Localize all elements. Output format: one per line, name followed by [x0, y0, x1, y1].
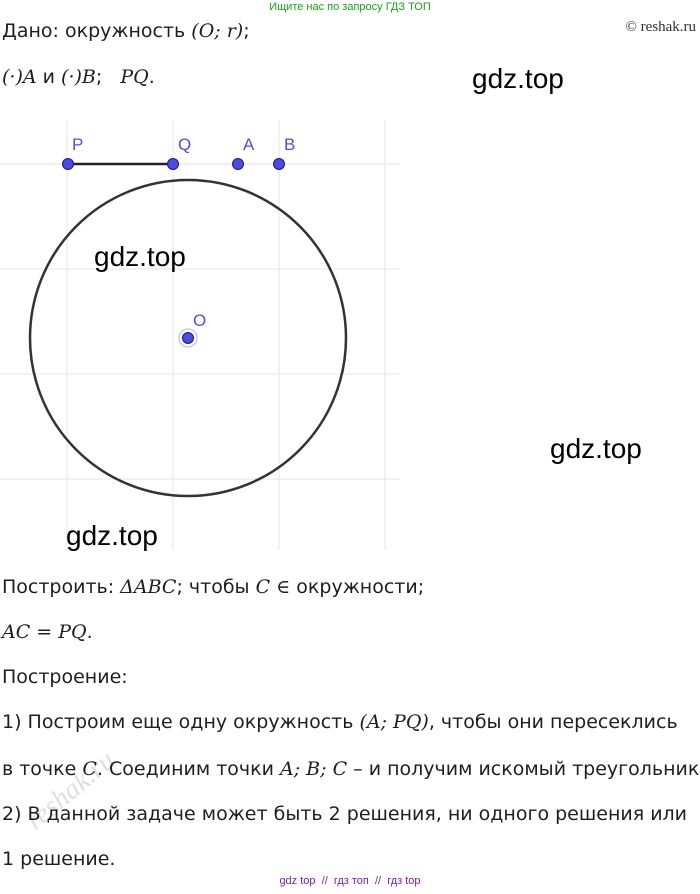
construction-step-2: 2) В данной задаче может быть 2 решения,… [2, 803, 688, 825]
given-and: и [36, 66, 62, 88]
given-line-2: (·)A и (·)B; PQ. [2, 66, 155, 88]
construction-step-1: 1) Построим еще одну окружность (A; PQ),… [2, 711, 678, 733]
point-b [273, 158, 285, 170]
point-o [182, 332, 194, 344]
top-banner[interactable]: Ищите нас по запросу ГДЗ ТОП [269, 1, 431, 13]
step-1-cont-end: – и получим искомый треугольник. [347, 758, 700, 780]
given-circle-math: (O; r) [191, 20, 244, 42]
given-segment-pq: PQ [120, 66, 149, 88]
construction-heading: Построение: [2, 666, 128, 688]
watermark: gdz.top [66, 520, 158, 551]
task-build-end: окружности; [290, 576, 425, 598]
given-point-a: (·)A [2, 66, 37, 88]
step-1-cont-math: C [82, 758, 97, 780]
label-b: B [284, 135, 295, 154]
watermark: gdz.top [94, 241, 186, 272]
task-condition: AC = PQ. [2, 621, 93, 643]
given-line-1: Дано: окружность (O; r); [2, 20, 250, 42]
geometry-figure: P Q A B O [0, 120, 400, 550]
grid [0, 120, 400, 550]
watermark: gdz.top [550, 433, 642, 464]
point-a [232, 158, 244, 170]
task-build-mid: ; чтобы [176, 576, 256, 598]
step-1-text-a: 1) Построим еще одну окружность [2, 711, 360, 733]
task-condition-math: AC = PQ [2, 621, 87, 643]
copyright: © reshak.ru [625, 19, 696, 35]
label-a: A [243, 135, 255, 154]
label-p: P [72, 135, 83, 154]
step-1-cont-math-2: A; B; C [280, 758, 348, 780]
task-c-in-math: C ∈ [255, 576, 291, 598]
task-build-label: Построить: [2, 576, 121, 598]
construction-step-2-cont: 1 решение. [2, 848, 116, 870]
step-1-math: (A; PQ) [359, 711, 429, 733]
point-o-halo [178, 328, 198, 348]
step-1-cont-prefix: в точке [2, 758, 83, 780]
given-line-2-end: . [148, 66, 155, 88]
given-label: Дано: окружность [2, 20, 192, 42]
point-p [62, 158, 74, 170]
task-triangle-math: ΔABC [120, 576, 177, 598]
circle-o [28, 178, 348, 498]
label-o: O [193, 311, 206, 330]
construction-step-1-cont: в точке C. Соединим точки A; B; C – и по… [2, 758, 700, 780]
task-build: Построить: ΔABC; чтобы C ∈ окружности; [2, 576, 424, 598]
point-q [167, 158, 179, 170]
given-sep: ; [95, 66, 121, 88]
given-point-b: (·)B [61, 66, 96, 88]
footer-links[interactable]: gdz top // гдз топ // гдз top [279, 875, 421, 887]
label-q: Q [178, 135, 191, 154]
step-1-cont-mid: . Соединим точки [96, 758, 280, 780]
task-condition-end: . [86, 621, 93, 643]
step-1-text-b: , чтобы они пересеклись [428, 711, 678, 733]
given-line-1-end: ; [243, 20, 250, 42]
watermark: gdz.top [472, 63, 564, 94]
